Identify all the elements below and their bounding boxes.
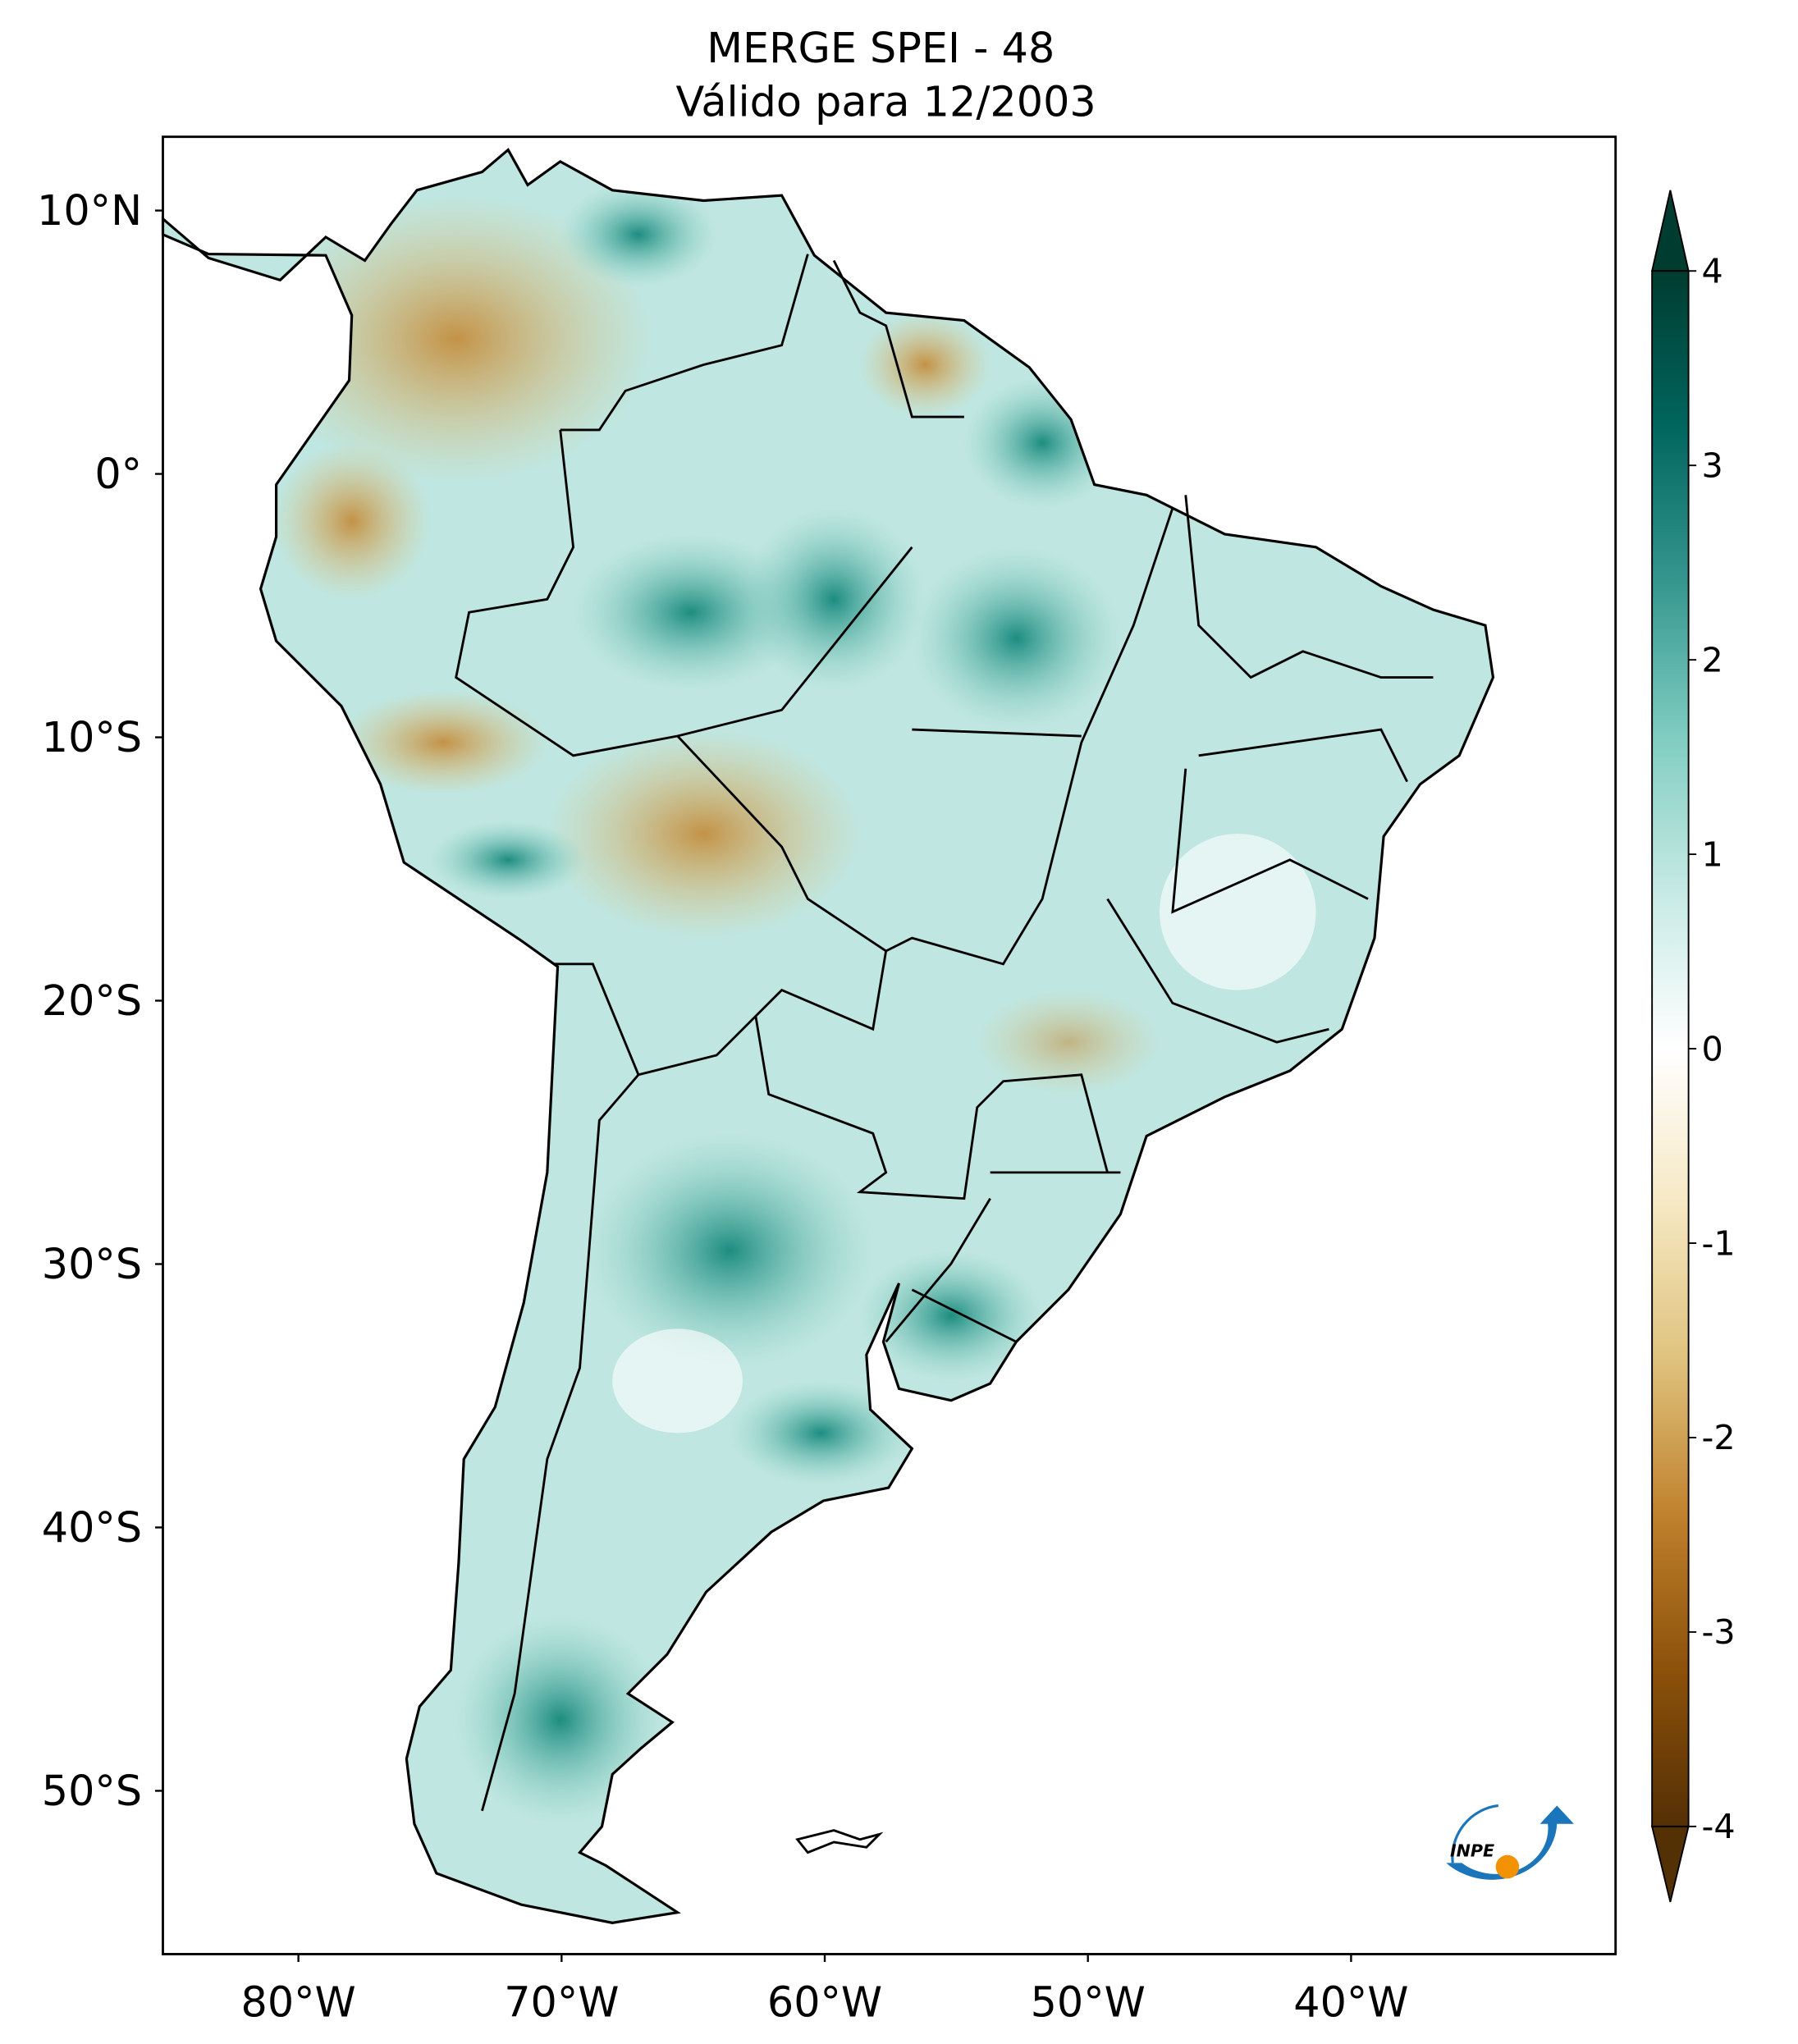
- colorbar-body: [1651, 270, 1690, 1827]
- colorbar-tick-label: -1: [1701, 1223, 1735, 1263]
- y-tick-label: 20°S: [42, 976, 142, 1025]
- colorbar-tick-label: 1: [1701, 835, 1723, 874]
- subtitle: Válido para 12/2003: [676, 77, 1096, 126]
- map-frame: [162, 135, 1617, 1955]
- logo-text: INPE: [1450, 1841, 1494, 1860]
- y-tick-label: 40°S: [42, 1503, 142, 1552]
- y-tick-label: 10°S: [42, 713, 142, 761]
- colorbar-tick-label: -2: [1701, 1418, 1735, 1457]
- y-tick-label: 30°S: [42, 1240, 142, 1288]
- colorbar-tick-label: 2: [1701, 640, 1723, 679]
- logo: INPE: [1446, 1804, 1574, 1880]
- x-tick-label: 50°W: [1031, 1978, 1146, 2027]
- borders: [455, 254, 1434, 1812]
- colorbar-tick-label: 0: [1701, 1029, 1723, 1068]
- y-tick-label: 10°N: [37, 186, 142, 235]
- y-tick-label: 0°: [94, 450, 142, 498]
- colorbar-tick-label: -3: [1701, 1612, 1735, 1652]
- x-tick-label: 40°W: [1293, 1978, 1408, 2027]
- x-tick-label: 60°W: [767, 1978, 882, 2027]
- x-tick-label: 70°W: [504, 1978, 619, 2027]
- colorbar-tick-label: 3: [1701, 446, 1723, 485]
- axis-ticks: 80°W 70°W 60°W 50°W 40°W 10°N 0° 10°S 20°S 30°S 40…: [37, 186, 1409, 2027]
- falklands: [795, 1829, 884, 1854]
- x-tick-label: 80°W: [241, 1978, 356, 2027]
- colorbar-tick-label: 4: [1701, 252, 1723, 291]
- colorbar: 4 3 2 1 0 -1 -2 -3 -4: [1650, 190, 1736, 1903]
- colorbar-tick-label: -4: [1701, 1807, 1735, 1846]
- y-tick-label: 50°S: [42, 1767, 142, 1815]
- title: MERGE SPEI - 48: [707, 24, 1055, 72]
